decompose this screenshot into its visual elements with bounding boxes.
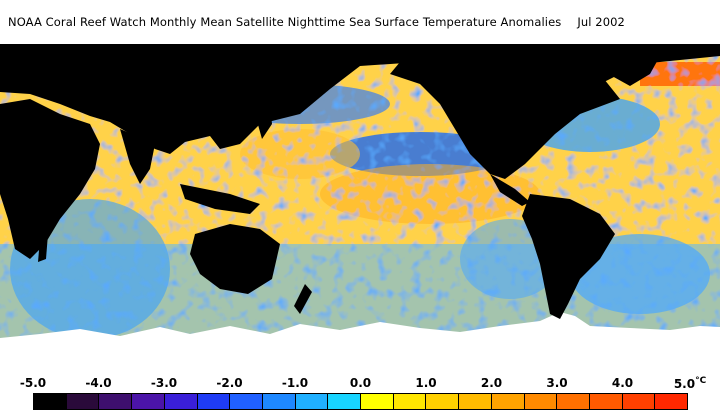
north-america bbox=[390, 56, 620, 179]
colorbar-swatch bbox=[295, 394, 329, 409]
land-masses bbox=[0, 44, 720, 319]
world-map-svg bbox=[0, 44, 720, 372]
tick-label: 3.0 bbox=[546, 376, 568, 390]
tick-label: 5.0 bbox=[673, 377, 696, 391]
colorbar-swatch bbox=[164, 394, 198, 409]
title-date: Jul 2002 bbox=[577, 15, 625, 29]
tick-label: 1.0 bbox=[415, 376, 437, 390]
madagascar bbox=[38, 234, 48, 262]
africa bbox=[0, 99, 100, 259]
tick-label: -3.0 bbox=[150, 376, 178, 390]
tick-label: -1.0 bbox=[281, 376, 309, 390]
colorbar-swatch bbox=[426, 394, 460, 409]
antarctica-ice bbox=[0, 312, 720, 372]
colorbar-swatch bbox=[589, 394, 623, 409]
colorbar-swatch bbox=[34, 394, 67, 409]
unit-label: °C bbox=[695, 376, 707, 386]
japan bbox=[255, 104, 272, 139]
tick-label: 4.0 bbox=[611, 376, 634, 390]
tick-label: -5.0 bbox=[19, 376, 47, 390]
colorbar-swatch bbox=[557, 394, 590, 409]
colorbar-swatch bbox=[230, 394, 263, 409]
new-zealand bbox=[294, 284, 312, 314]
colorbar-swatch bbox=[524, 394, 558, 409]
colorbar-swatch bbox=[66, 394, 100, 409]
colorbar bbox=[33, 393, 688, 410]
colorbar-tick-labels: -5.0 -4.0 -3.0 -2.0 -1.0 0.0 1.0 2.0 3.0… bbox=[0, 376, 720, 392]
sst-anomaly-map bbox=[0, 44, 720, 372]
tick-label-max: 5.0°C bbox=[674, 376, 706, 391]
colorbar-swatch bbox=[459, 394, 492, 409]
india bbox=[120, 129, 155, 184]
greenland bbox=[600, 56, 660, 86]
colorbar-swatch bbox=[197, 394, 231, 409]
map-title: NOAA Coral Reef Watch Monthly Mean Satel… bbox=[0, 0, 720, 44]
colorbar-swatch bbox=[491, 394, 525, 409]
colorbar-swatch bbox=[262, 394, 296, 409]
colorbar-swatch bbox=[393, 394, 427, 409]
tick-label: 0.0 bbox=[349, 376, 372, 390]
colorbar-swatch bbox=[655, 394, 688, 409]
colorbar-swatch bbox=[99, 394, 133, 409]
central-america bbox=[490, 174, 530, 206]
colorbar-swatch bbox=[328, 394, 362, 409]
south-america bbox=[522, 194, 615, 319]
tick-label: -2.0 bbox=[216, 376, 243, 390]
australia bbox=[190, 224, 280, 294]
colorbar-swatch bbox=[622, 394, 656, 409]
title-text: NOAA Coral Reef Watch Monthly Mean Satel… bbox=[8, 15, 562, 29]
tick-label: 2.0 bbox=[480, 376, 503, 390]
indonesia bbox=[180, 184, 260, 214]
colorbar-swatch bbox=[132, 394, 165, 409]
colorbar-swatch bbox=[361, 394, 394, 409]
tick-label: -4.0 bbox=[85, 376, 112, 390]
